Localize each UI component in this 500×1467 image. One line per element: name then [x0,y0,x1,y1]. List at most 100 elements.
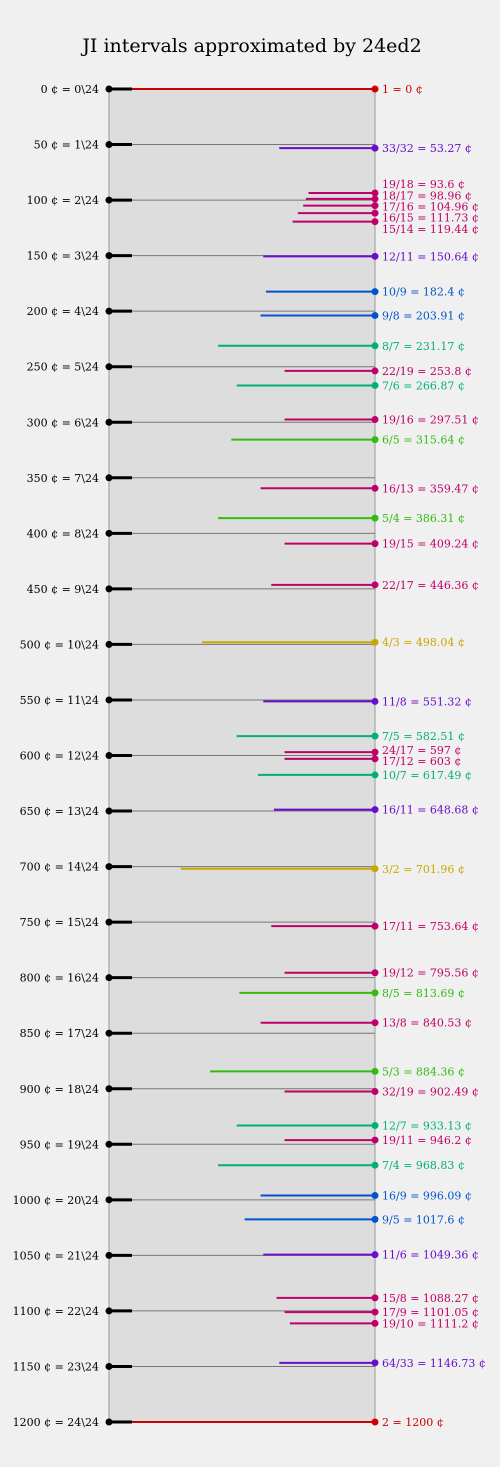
edo-step-dot [105,1085,113,1093]
edo-step-label: 950 ¢ = 19\24 [20,1138,99,1151]
ji-interval-label: 12/11 = 150.64 ¢ [382,250,479,263]
edo-step-dot [105,1251,113,1259]
ji-interval-label: 11/6 = 1049.36 ¢ [382,1249,479,1262]
ji-interval-label: 17/9 = 1101.05 ¢ [382,1306,479,1319]
edo-step-dot [105,529,113,537]
ji-interval-dot [371,209,379,217]
edo-step-dot [105,85,113,93]
edo-step-dot [105,363,113,371]
ji-interval-label: 9/8 = 203.91 ¢ [382,310,465,323]
edo-step-dot [105,1196,113,1204]
ji-interval-dot [371,755,379,763]
edo-step-dot [105,640,113,648]
ji-interval-dot [371,1215,379,1223]
ji-interval-label: 12/7 = 933.13 ¢ [382,1120,472,1133]
edo-step-label: 850 ¢ = 17\24 [20,1027,99,1040]
edo-step-dot [105,1418,113,1426]
ji-interval-label: 17/16 = 104.96 ¢ [382,200,479,213]
ji-interval-label: 13/8 = 840.53 ¢ [382,1017,472,1030]
edo-step-label: 500 ¢ = 10\24 [20,638,99,651]
ji-interval-label: 22/17 = 446.36 ¢ [382,579,479,592]
ji-interval-dot [371,288,379,296]
ji-interval-dot [371,1067,379,1075]
edo-step-dot [105,1307,113,1315]
ji-interval-dot [371,195,379,203]
edo-step-label: 1150 ¢ = 23\24 [13,1360,99,1373]
edo-step-label: 1100 ¢ = 22\24 [13,1305,99,1318]
ji-interval-label: 17/11 = 753.64 ¢ [382,920,479,933]
ji-interval-dot [371,581,379,589]
edo-step-dot [105,418,113,426]
ji-interval-dot [371,342,379,350]
ji-intervals-layer: 1 = 0 ¢ 33/32 = 53.27 ¢ 19/18 = 93.6 ¢18/1… [132,83,486,1429]
ji-interval-dot [371,1294,379,1302]
edo-step-dot [105,974,113,982]
edo-step-dot [105,1362,113,1370]
edo-step-label: 300 ¢ = 6\24 [27,416,99,429]
ji-interval-label: 7/4 = 968.83 ¢ [382,1159,465,1172]
edo-step-dot [105,1029,113,1037]
ji-interval-label: 8/7 = 231.17 ¢ [382,340,465,353]
ji-interval-dot [371,989,379,997]
ji-interval-dot [371,969,379,977]
ji-interval-dot [371,218,379,226]
edo-step-label: 900 ¢ = 18\24 [20,1083,99,1096]
ji-interval-dot [371,144,379,152]
edo-step-dot [105,585,113,593]
edo-step-label: 700 ¢ = 14\24 [20,861,99,874]
ji-interval-dot [371,415,379,423]
ji-interval-label: 19/15 = 409.24 ¢ [382,538,479,551]
ji-interval-dot [371,189,379,197]
ji-interval-label: 3/2 = 701.96 ¢ [382,863,465,876]
ji-interval-label: 16/15 = 111.73 ¢ [382,212,479,225]
ji-interval-label: 64/33 = 1146.73 ¢ [382,1357,486,1370]
ji-interval-label: 11/8 = 551.32 ¢ [382,695,472,708]
ji-interval-label: 5/4 = 386.31 ¢ [382,512,465,525]
ji-interval-dot [371,732,379,740]
ji-interval-dot [371,1136,379,1144]
chart-title: JI intervals approximated by 24ed2 [80,35,421,57]
ji-interval-dot [371,1191,379,1199]
ji-interval-dot [371,1251,379,1259]
edo-step-label: 100 ¢ = 2\24 [27,194,99,207]
ji-interval-label: 19/10 = 1111.2 ¢ [382,1317,479,1330]
edo-step-dot [105,141,113,149]
ji-interval-dot [371,697,379,705]
edo-step-label: 400 ¢ = 8\24 [27,527,99,540]
ji-interval-dot [371,922,379,930]
ji-interval-dot [371,1418,379,1426]
ji-interval-dot [371,1308,379,1316]
ji-interval-label: 2 = 1200 ¢ [382,1416,444,1429]
ji-interval-dot [371,252,379,260]
ji-interval-label: 7/5 = 582.51 ¢ [382,730,465,743]
edo-step-label: 150 ¢ = 3\24 [27,250,99,263]
ji-interval-label: 9/5 = 1017.6 ¢ [382,1213,465,1226]
ji-interval-label: 10/9 = 182.4 ¢ [382,286,465,299]
ji-interval-label: 16/11 = 648.68 ¢ [382,804,479,817]
ji-interval-label: 16/9 = 996.09 ¢ [382,1189,472,1202]
ji-interval-dot [371,865,379,873]
ji-interval-label: 24/17 = 597 ¢ [382,744,461,757]
ji-interval-label: 33/32 = 53.27 ¢ [382,142,472,155]
ji-interval-label: 8/5 = 813.69 ¢ [382,987,465,1000]
edo-step-dot [105,863,113,871]
ji-interval-label: 6/5 = 315.64 ¢ [382,434,465,447]
ji-interval-label: 10/7 = 617.49 ¢ [382,769,472,782]
ji-interval-label: 19/16 = 297.51 ¢ [382,413,479,426]
edo-step-label: 250 ¢ = 5\24 [27,361,99,374]
ji-interval-dot [371,367,379,375]
ji-interval-dot [371,638,379,646]
ji-interval-label: 15/14 = 119.44 ¢ [382,223,479,236]
edo-step-label: 550 ¢ = 11\24 [20,694,99,707]
edo-step-dot [105,1140,113,1148]
ji-interval-dot [371,771,379,779]
ji-interval-dot [371,1088,379,1096]
ji-interval-label: 19/12 = 795.56 ¢ [382,967,479,980]
edo-step-dot [105,252,113,260]
ji-interval-dot [371,748,379,756]
edo-step-label: 450 ¢ = 9\24 [27,583,99,596]
edo-step-dot [105,696,113,704]
edo-step-dot [105,307,113,315]
edo-step-label: 1200 ¢ = 24\24 [13,1416,99,1429]
